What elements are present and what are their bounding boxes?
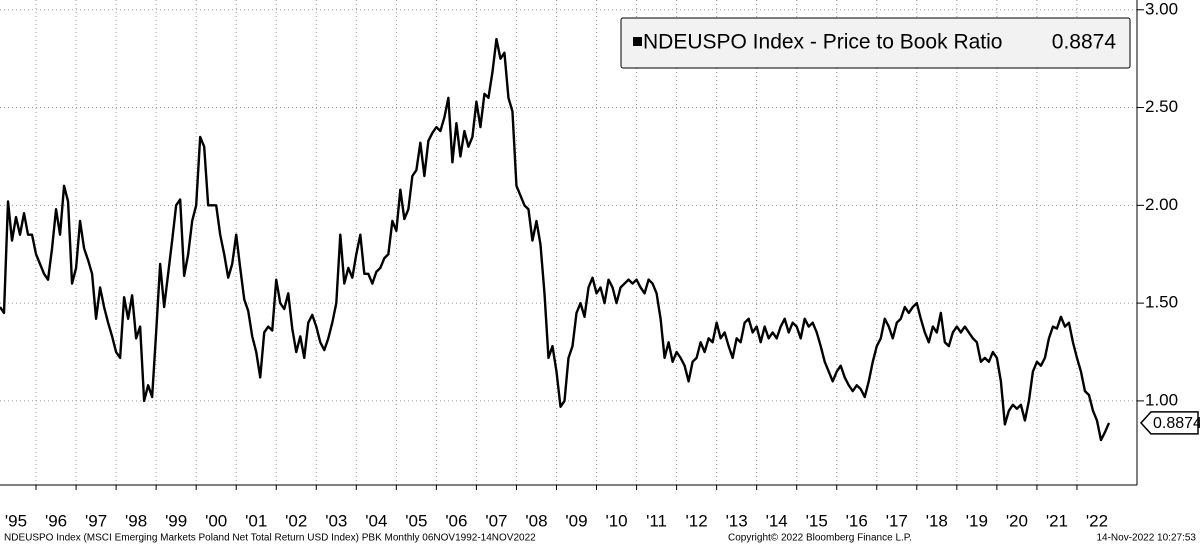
x-tick-label: '04 — [365, 511, 387, 530]
y-tick-label: 1.50 — [1145, 293, 1178, 312]
x-tick-label: '19 — [966, 511, 988, 530]
x-tick-label: '96 — [45, 511, 67, 530]
x-tick-label: '15 — [806, 511, 828, 530]
source-note: NDEUSPO Index (MSCI Emerging Markets Pol… — [4, 533, 536, 544]
x-tick-label: '06 — [445, 511, 467, 530]
x-tick-label: '20 — [1006, 511, 1028, 530]
x-tick-label: '17 — [886, 511, 908, 530]
x-tick-label: '03 — [325, 511, 347, 530]
legend-value: 0.8874 — [1052, 31, 1117, 54]
x-tick-label: '14 — [766, 511, 788, 530]
legend-box — [620, 17, 1131, 69]
x-tick-label: '00 — [205, 511, 227, 530]
x-tick-label: '16 — [846, 511, 868, 530]
x-tick-label: '01 — [245, 511, 267, 530]
x-tick-label: '11 — [646, 511, 667, 530]
last-value-label: 0.8874 — [1153, 415, 1200, 432]
x-tick-label: '02 — [285, 511, 307, 530]
y-tick-label: 3.00 — [1145, 0, 1178, 18]
x-tick-label: '08 — [525, 511, 547, 530]
x-tick-label: '22 — [1086, 511, 1108, 530]
x-tick-label: '18 — [926, 511, 948, 530]
grid — [0, 0, 1137, 485]
x-tick-label: '98 — [125, 511, 147, 530]
y-tick-label: 1.00 — [1145, 390, 1178, 409]
x-tick-label: '95 — [5, 511, 27, 530]
x-tick-label: '10 — [605, 511, 627, 530]
x-tick-label: '21 — [1046, 511, 1068, 530]
plot-area — [0, 37, 1111, 442]
x-tick-label: '13 — [726, 511, 748, 530]
x-tick-label: '99 — [165, 511, 187, 530]
x-tick-label: '07 — [485, 511, 507, 530]
y-tick-label: 2.00 — [1145, 195, 1178, 214]
series-line — [0, 37, 1111, 442]
x-tick-label: '97 — [85, 511, 107, 530]
timestamp: 14-Nov-2022 10:27:53 — [1096, 533, 1196, 544]
y-tick-label: 2.50 — [1145, 97, 1178, 116]
last-value-box — [1139, 411, 1199, 435]
legend-swatch — [633, 37, 642, 46]
legend-label: NDEUSPO Index - Price to Book Ratio — [643, 31, 1002, 54]
copyright: Copyright© 2022 Bloomberg Finance L.P. — [728, 533, 912, 544]
x-tick-label: '09 — [565, 511, 587, 530]
x-tick-label: '12 — [686, 511, 708, 530]
x-tick-label: '05 — [405, 511, 427, 530]
